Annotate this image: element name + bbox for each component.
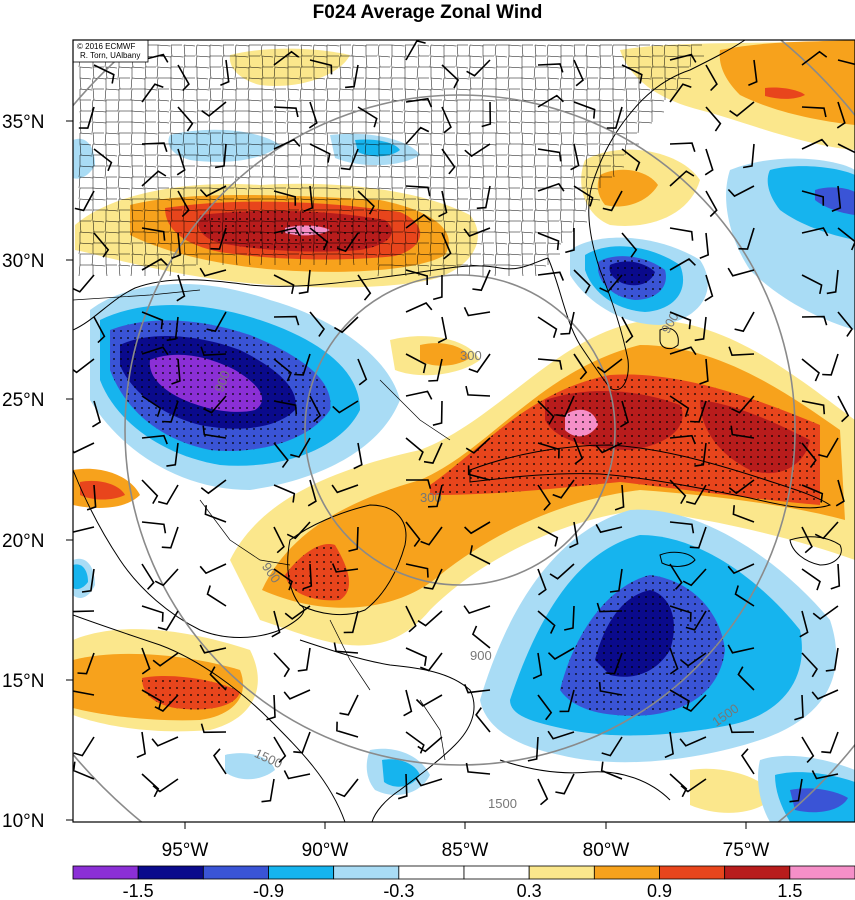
colorbar-tick-label: -1.5 [123, 881, 154, 900]
red-region-west [80, 480, 125, 500]
lon-label-75w: 75°W [723, 840, 770, 861]
lat-label-20n: 20°N [2, 531, 44, 552]
longitude-axis [184, 822, 747, 829]
wind-barb-set [73, 40, 855, 806]
medblue-region-se [790, 788, 848, 813]
ring-label-1500-south: 1500 [488, 796, 517, 811]
lon-label-90w: 90°W [302, 840, 349, 861]
colorbar-tick-label: 1.5 [777, 881, 802, 900]
colorbar-swatch [463, 865, 530, 880]
lat-label-10n: 10°N [2, 811, 44, 832]
latitude-labels: 35°N 30°N 25°N 20°N 15°N 10°N [2, 112, 44, 832]
lightblue-region-north [168, 129, 280, 162]
map-frame [72, 39, 855, 823]
ring-label-900-south: 900 [470, 648, 492, 663]
colorbar-tick-label: -0.9 [253, 881, 284, 900]
orange-region-florida [420, 343, 470, 366]
lon-label-85w: 85°W [442, 840, 489, 861]
mexico-coast [73, 469, 305, 638]
lightblue-region-pacific [225, 753, 275, 780]
political-borders [73, 289, 451, 761]
hispaniola-coast [789, 536, 842, 566]
coastlines [73, 40, 842, 822]
colorbar-tick-label: 0.3 [517, 881, 542, 900]
ring-label-300-top: 300 [460, 348, 482, 363]
stipple-areas [110, 210, 820, 716]
colorbar-swatch [593, 865, 660, 880]
credit-line-2: R. Torn, UAlbany [80, 51, 140, 60]
colorbar-swatch [72, 865, 139, 880]
colorbar-swatch [724, 865, 791, 880]
wind-barbs [73, 40, 855, 806]
colorbar [72, 865, 855, 880]
pacific-coast [73, 614, 346, 822]
bahamas-coast [659, 327, 679, 350]
lightblue-region-texas [73, 138, 95, 179]
yellow-region-top [229, 48, 350, 86]
colorbar-swatch [528, 865, 595, 880]
blue-region-west-edge [73, 564, 88, 590]
panama-coast [499, 759, 671, 801]
blue-region-atlantic-east [767, 166, 855, 240]
central-america-coast [299, 639, 475, 822]
lon-label-95w: 95°W [162, 840, 209, 861]
colorbar-swatch [202, 865, 269, 880]
colorbar-swatch [333, 865, 400, 880]
lon-label-80w: 80°W [583, 840, 630, 861]
lat-label-25n: 25°N [2, 390, 44, 411]
lat-label-35n: 35°N [2, 112, 44, 133]
ring-label-900-west: 900 [211, 368, 233, 394]
orange-region-carolina-core [597, 169, 658, 207]
florida-coast [547, 40, 746, 391]
map-title: F024 Average Zonal Wind [312, 2, 543, 23]
colorbar-tick-label: -0.3 [383, 881, 414, 900]
colorbar-swatch [398, 865, 465, 880]
lat-label-15n: 15°N [2, 671, 44, 692]
credit-line-1: © 2016 ECMWF [77, 42, 135, 51]
blue-region-honduras [382, 759, 420, 787]
cuba-coast [469, 444, 832, 509]
gulf-coast [73, 257, 549, 331]
colorbar-tick-label: 0.9 [647, 881, 672, 900]
ring-label-300-bottom: 300 [420, 490, 442, 505]
longitude-labels: 95°W 90°W 85°W 80°W 75°W [162, 840, 770, 861]
range-ring-300 [304, 274, 616, 586]
latitude-axis [66, 120, 73, 821]
jamaica-coast [659, 551, 696, 567]
colorbar-tick-labels: -1.5 -0.9 -0.3 0.3 0.9 1.5 [123, 881, 803, 900]
colorbar-swatch [268, 865, 335, 880]
medblue-region-atlantic-east [815, 187, 855, 215]
yucatan-coast [287, 504, 407, 615]
blue-region-north [355, 139, 400, 157]
range-ring-900 [124, 94, 796, 766]
yellow-region-south [690, 768, 775, 813]
colorbar-swatch [659, 865, 726, 880]
colorbar-swatch [789, 865, 855, 880]
red-region-northeast [765, 87, 805, 99]
credit-box: © 2016 ECMWF R. Torn, UAlbany [73, 40, 149, 63]
colorbar-swatch [137, 865, 204, 880]
lat-label-30n: 30°N [2, 251, 44, 272]
